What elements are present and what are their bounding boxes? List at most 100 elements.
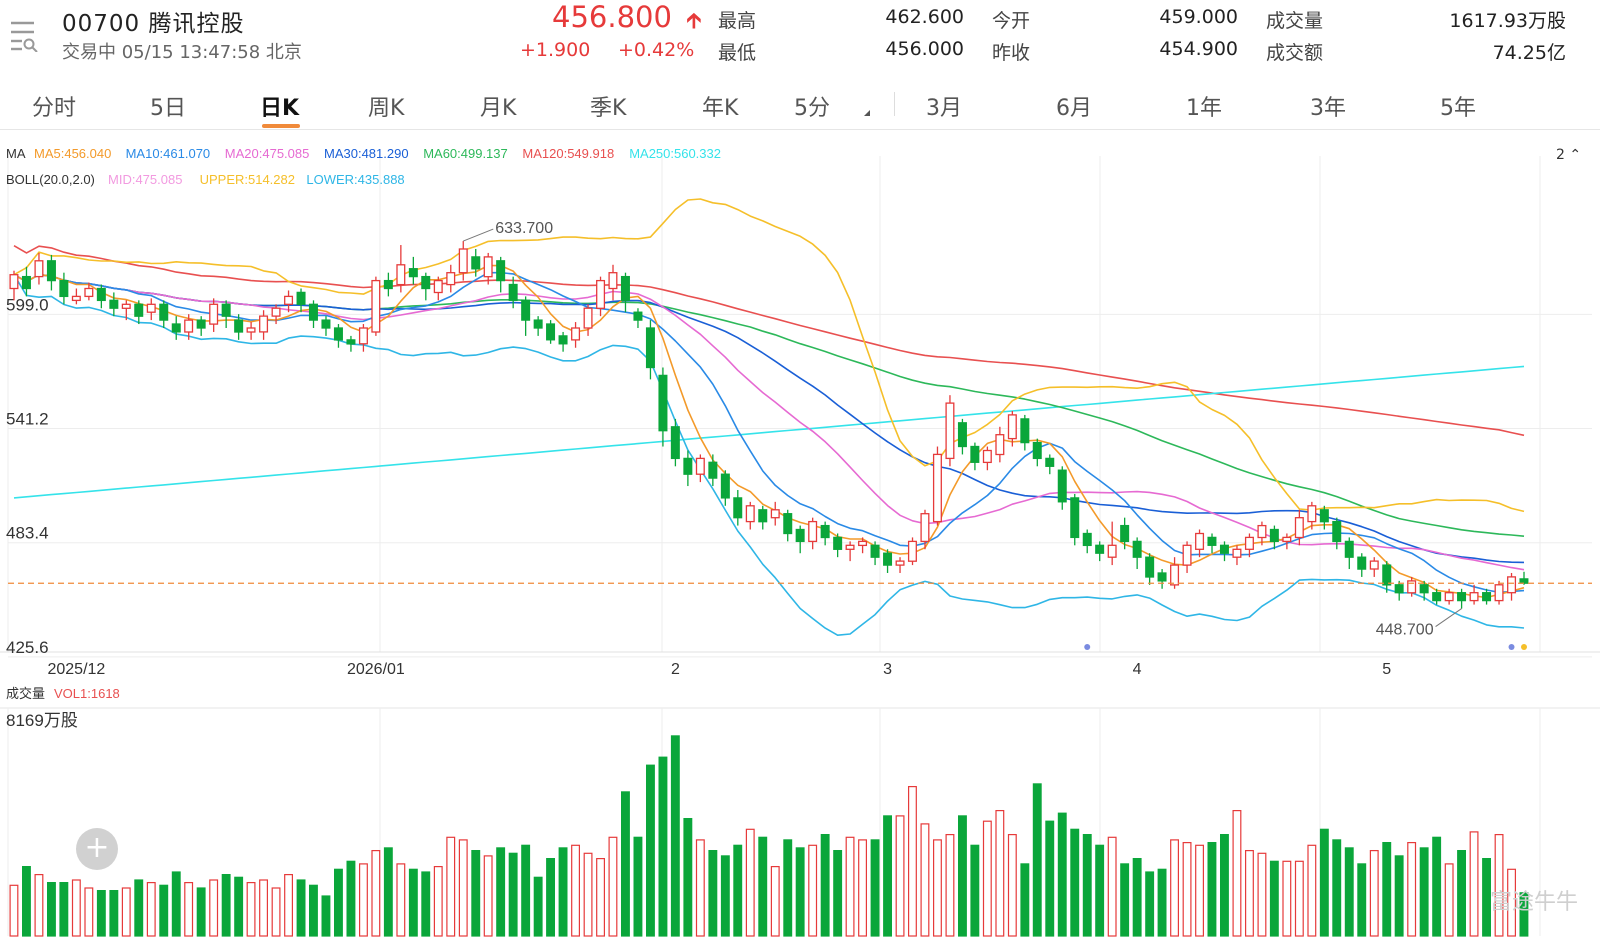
tab-daily-k[interactable]: 日K (260, 96, 300, 121)
candle-body (34, 260, 44, 278)
tab-5min[interactable]: 5分 (794, 96, 830, 121)
open-value: 459.000 (1159, 6, 1238, 28)
volume-bar (383, 847, 393, 937)
candle-body (645, 327, 655, 369)
volume-bar (1257, 852, 1267, 937)
volume-bar (1307, 844, 1317, 937)
volume-bar (1045, 820, 1055, 937)
volume-bar (309, 884, 318, 937)
candle-body (945, 402, 955, 460)
candle-body (1207, 536, 1217, 546)
volume-bar (1007, 833, 1017, 937)
event-dot-icon (1508, 644, 1515, 650)
tab-5year[interactable]: 5年 (1440, 96, 1476, 121)
ma120-line (13, 245, 1525, 437)
y-tick-label: 599.0 (6, 295, 49, 314)
amount-label: 成交额 (1266, 42, 1324, 64)
volume-bar (1219, 833, 1229, 937)
event-dot-icon (1521, 644, 1527, 650)
tab-3month[interactable]: 3月 (926, 96, 962, 121)
volume-bar (296, 879, 306, 937)
y-tick-label: 541.2 (6, 410, 49, 429)
open-label: 今开 (992, 10, 1031, 32)
candle-body (1507, 576, 1517, 594)
volume-bar (1269, 860, 1279, 937)
high-marker-label: 633.700 (495, 220, 553, 237)
candle-body (1170, 564, 1180, 586)
volume-bar (795, 847, 805, 937)
candle-body (96, 287, 106, 302)
candle-body (471, 256, 481, 270)
price-change-pct: +0.42% (618, 39, 695, 61)
candle-body (483, 256, 493, 278)
volume-bar (483, 855, 493, 937)
dropdown-caret-icon[interactable] (864, 104, 870, 116)
tab-5day[interactable]: 5日 (150, 96, 186, 121)
candle-body (1095, 544, 1105, 554)
high-marker-line (463, 228, 494, 242)
menu-icon[interactable] (8, 18, 40, 52)
candle-body (346, 339, 356, 345)
tab-yearly-k[interactable]: 年K (702, 96, 739, 121)
volume-bar (159, 884, 169, 937)
volume-bar (1332, 839, 1342, 937)
candle-body (1145, 556, 1155, 578)
volume-bar (820, 833, 830, 937)
candle-body (134, 303, 144, 317)
tab-monthly-k[interactable]: 月K (480, 96, 517, 121)
volume-bar (1095, 844, 1105, 937)
tab-quarterly-k[interactable]: 季K (590, 96, 627, 121)
candle-body (1132, 540, 1142, 558)
volume-bar (558, 847, 568, 937)
volume-bar (1369, 849, 1379, 937)
volume-bar (396, 863, 406, 937)
candle-body (458, 248, 468, 274)
volume-bar (458, 839, 468, 937)
volume-bar (234, 876, 244, 937)
indicator-collapse-toggle[interactable]: 2 ⌃ (1556, 147, 1581, 163)
volume-bar (421, 871, 431, 937)
volume-bar (146, 881, 156, 937)
candle-body (196, 319, 206, 329)
volume-bar (196, 887, 206, 937)
volume-bar (808, 844, 818, 937)
volume-bar (184, 881, 194, 937)
volume-bar (1232, 809, 1242, 937)
candle-body (733, 497, 743, 519)
tab-1year[interactable]: 1年 (1186, 96, 1222, 121)
candle-body (596, 279, 606, 309)
candle-body (1319, 509, 1329, 523)
volume-bar (633, 836, 643, 937)
volume-bar (521, 844, 531, 937)
prev-close-value: 454.900 (1159, 38, 1238, 60)
candle-body (184, 319, 194, 333)
tab-3year[interactable]: 3年 (1310, 96, 1346, 121)
candle-body (970, 445, 980, 463)
candle-body (1107, 544, 1117, 558)
candle-body (1219, 544, 1229, 554)
candle-body (59, 279, 69, 298)
volume-bar (84, 887, 94, 937)
volume-bar (583, 852, 593, 937)
candle-body (284, 295, 294, 305)
volume-bar (371, 849, 381, 937)
candle-body (795, 528, 805, 543)
tab-intraday[interactable]: 分时 (32, 96, 77, 121)
candle-body (808, 520, 818, 543)
volume-bar (1444, 863, 1454, 937)
candle-body (845, 544, 855, 550)
candle-body (1457, 592, 1467, 602)
volume-bar (34, 873, 44, 937)
candle-body (508, 283, 518, 301)
volume-bar (1107, 836, 1117, 937)
tab-weekly-k[interactable]: 周K (368, 96, 405, 121)
price-change: +1.900 (520, 39, 591, 61)
tab-6month[interactable]: 6月 (1056, 96, 1092, 121)
candle-body (745, 505, 755, 523)
volume-bar (596, 857, 606, 937)
volume-bar (1507, 868, 1516, 937)
volume-bar (1120, 863, 1130, 937)
add-indicator-button[interactable]: + (76, 828, 118, 870)
candle-body (84, 287, 94, 298)
